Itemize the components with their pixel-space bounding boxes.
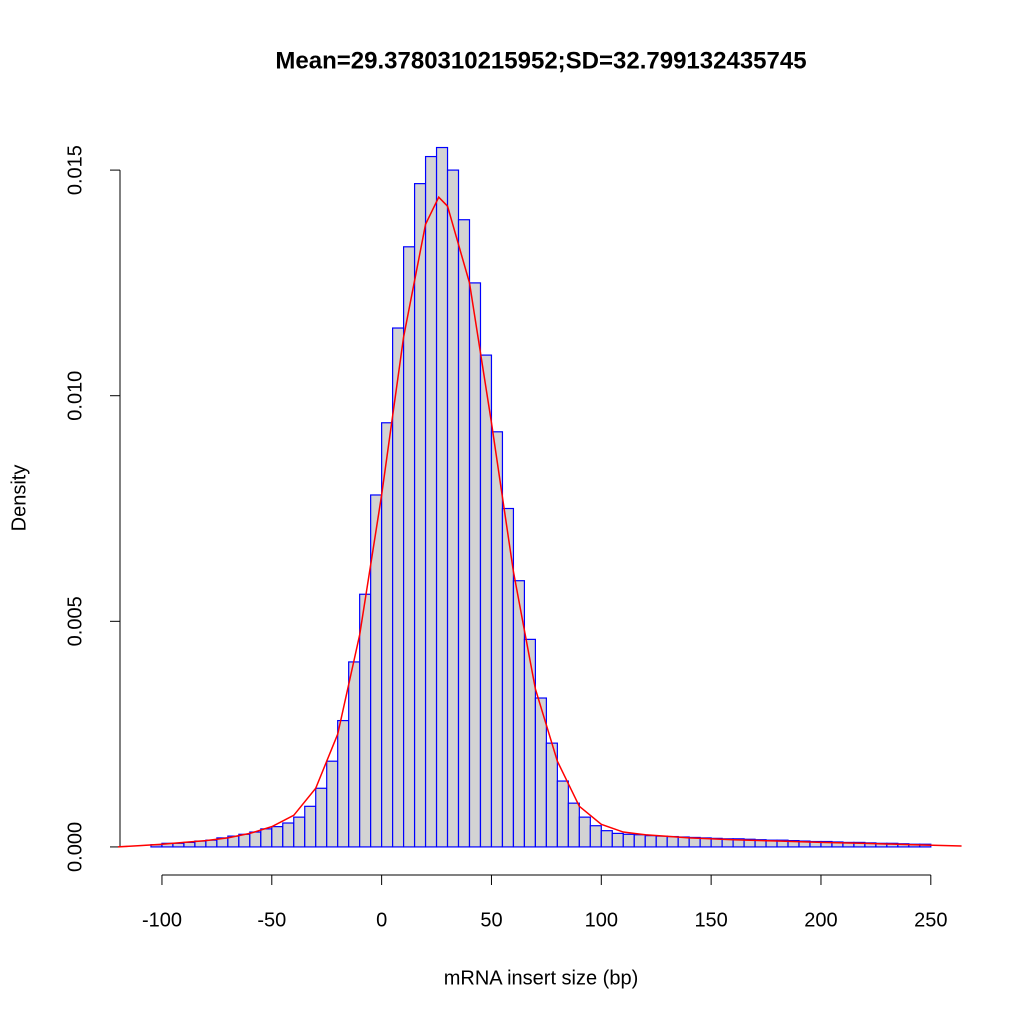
bar (183, 841, 196, 848)
y-axis-title: Density (8, 465, 30, 532)
y-tick-label: 0.005 (64, 596, 86, 646)
density-line (117, 195, 962, 848)
bar (600, 830, 613, 848)
bar (337, 719, 350, 848)
x-tick-label: -100 (142, 909, 182, 931)
x-tick-label: 150 (694, 909, 727, 931)
bar (249, 831, 262, 848)
bar (238, 833, 251, 848)
bar (468, 282, 482, 848)
bar (304, 805, 317, 848)
x-axis-title: mRNA insert size (bp) (444, 967, 639, 989)
bar (326, 760, 339, 848)
bar (315, 787, 328, 848)
bar (666, 835, 679, 848)
bar (479, 354, 493, 848)
bar (567, 802, 580, 848)
bar (633, 834, 646, 848)
bar (457, 219, 471, 848)
x-tick-label: -50 (257, 909, 286, 931)
bar (556, 780, 569, 848)
bar (490, 431, 504, 848)
bar (260, 828, 273, 848)
bar (644, 835, 657, 848)
bar (205, 839, 218, 848)
bar (523, 638, 536, 848)
x-tick-label: 200 (804, 909, 837, 931)
x-tick-label: 100 (585, 909, 618, 931)
bar (435, 146, 449, 848)
bar (348, 661, 361, 848)
bar (370, 494, 383, 848)
bar (402, 246, 416, 848)
bar (271, 826, 284, 848)
y-tick-label: 0.010 (64, 371, 86, 421)
bar (655, 835, 668, 848)
x-tick-label: 0 (376, 909, 387, 931)
bar (545, 742, 558, 848)
bar (446, 169, 460, 848)
bar (293, 816, 306, 848)
bar (589, 825, 602, 848)
bar (359, 593, 372, 848)
chart-title: Mean=29.3780310215952;SD=32.799132435745 (275, 47, 806, 74)
bar (611, 832, 624, 848)
x-tick-label: 250 (914, 909, 947, 931)
bar (413, 183, 427, 848)
y-tick-label: 0.000 (64, 822, 86, 872)
bar (622, 833, 635, 848)
bar (282, 822, 295, 848)
x-tick-label: 50 (480, 909, 502, 931)
bar (578, 816, 591, 848)
y-tick-label: 0.015 (64, 145, 86, 195)
bar (424, 155, 438, 848)
